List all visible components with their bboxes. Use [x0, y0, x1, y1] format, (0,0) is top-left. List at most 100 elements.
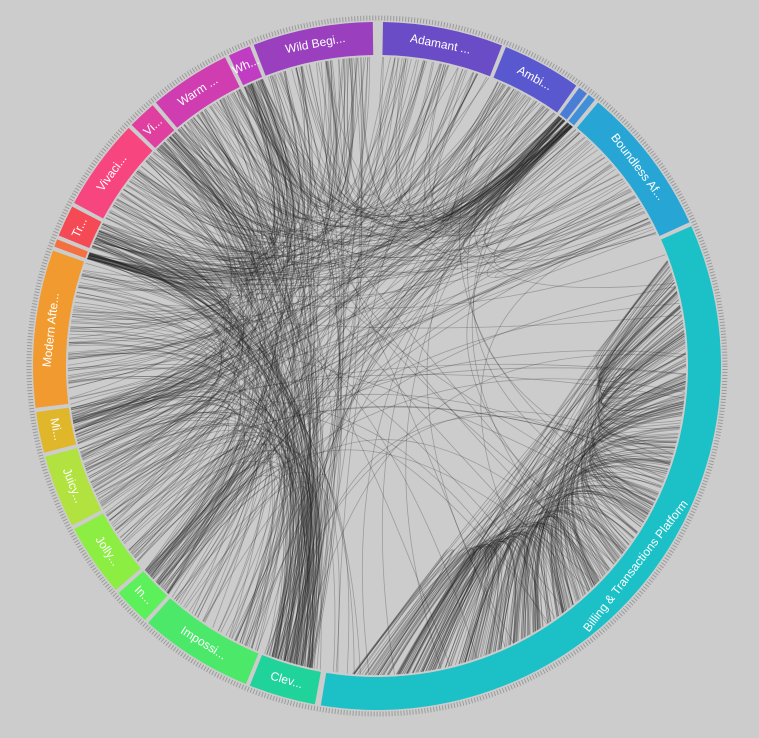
edge	[598, 415, 683, 443]
edge	[193, 116, 311, 659]
edge	[270, 75, 537, 209]
edge	[74, 396, 288, 658]
edge	[87, 256, 241, 574]
edge	[69, 330, 323, 666]
edge	[442, 86, 563, 227]
edge	[72, 95, 258, 420]
edge	[546, 515, 591, 617]
edge	[474, 104, 675, 289]
edge	[72, 61, 327, 418]
edge	[566, 494, 634, 583]
edge	[94, 116, 560, 274]
edge	[599, 291, 686, 389]
edge	[532, 522, 574, 633]
edge	[105, 443, 327, 668]
edge	[571, 487, 643, 572]
edge	[289, 65, 341, 663]
edge	[101, 124, 571, 507]
edge	[566, 495, 630, 581]
edge	[68, 74, 287, 345]
edge	[454, 543, 500, 666]
edge	[102, 60, 424, 252]
edge	[234, 67, 331, 641]
edge	[260, 79, 569, 223]
edge	[72, 314, 251, 557]
edge	[415, 281, 675, 673]
edge	[160, 144, 311, 665]
edge	[204, 109, 295, 658]
edge	[509, 460, 671, 645]
edge	[89, 252, 312, 663]
edge	[250, 66, 313, 649]
edge	[249, 57, 366, 208]
edge	[444, 536, 541, 668]
edge	[450, 84, 568, 233]
edge	[74, 403, 245, 583]
edge	[598, 305, 682, 424]
edge	[161, 143, 646, 273]
edge	[593, 335, 685, 501]
edge	[402, 546, 487, 675]
edge	[258, 75, 313, 222]
edge	[129, 180, 308, 655]
edge	[467, 503, 635, 662]
edge	[591, 377, 686, 514]
segment-arc	[58, 206, 102, 248]
edge	[121, 448, 257, 628]
edge	[279, 101, 537, 660]
edge	[375, 274, 673, 676]
edge	[250, 96, 530, 649]
edge	[87, 254, 666, 309]
edge	[146, 302, 680, 573]
edge	[147, 202, 640, 574]
edge	[421, 84, 545, 217]
edge	[81, 118, 563, 284]
edge	[448, 542, 502, 667]
edge	[109, 120, 565, 521]
edge	[441, 105, 555, 223]
edge	[283, 59, 417, 208]
edge	[457, 124, 572, 237]
edge	[600, 380, 686, 421]
edge	[465, 525, 585, 663]
edge	[395, 58, 591, 233]
edge	[137, 170, 289, 659]
edge	[132, 65, 449, 249]
segment-arc	[118, 571, 168, 621]
edge	[116, 119, 564, 258]
edge	[448, 319, 683, 667]
edge	[487, 533, 544, 655]
edge	[570, 288, 677, 586]
edge	[422, 414, 683, 672]
edge	[421, 547, 482, 672]
edge	[417, 525, 590, 673]
edge	[167, 471, 340, 673]
edge	[589, 439, 677, 518]
edge	[102, 102, 540, 255]
edge	[566, 401, 685, 595]
edge	[168, 137, 305, 661]
edge	[584, 398, 685, 545]
edge	[93, 242, 315, 668]
edge	[325, 57, 396, 199]
edge	[184, 132, 580, 609]
edge	[95, 432, 312, 662]
edge	[80, 230, 232, 301]
edge	[585, 469, 656, 511]
edge	[419, 522, 599, 673]
edge	[75, 396, 246, 614]
edge	[577, 405, 684, 571]
edge	[369, 374, 687, 676]
edge	[549, 513, 595, 612]
edge	[551, 506, 617, 613]
edge	[101, 155, 254, 507]
edge	[199, 58, 407, 219]
edge	[87, 258, 300, 660]
edge	[426, 106, 546, 644]
edge	[236, 90, 321, 668]
edge	[167, 138, 294, 661]
edge	[91, 66, 305, 485]
edge	[84, 401, 230, 514]
edge	[81, 147, 254, 456]
edge	[582, 474, 654, 533]
